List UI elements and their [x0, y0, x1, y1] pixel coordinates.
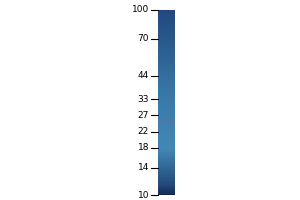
- Text: 10: 10: [137, 190, 149, 200]
- Text: 18: 18: [137, 143, 149, 152]
- Text: 70: 70: [137, 34, 149, 43]
- Bar: [158, 119, 175, 124]
- Text: 100: 100: [132, 5, 149, 15]
- Text: 33: 33: [137, 95, 149, 104]
- Text: 22: 22: [138, 127, 149, 136]
- Text: kDa: kDa: [128, 0, 149, 1]
- Text: 44: 44: [138, 71, 149, 80]
- Text: 27: 27: [138, 111, 149, 120]
- Text: 14: 14: [138, 163, 149, 172]
